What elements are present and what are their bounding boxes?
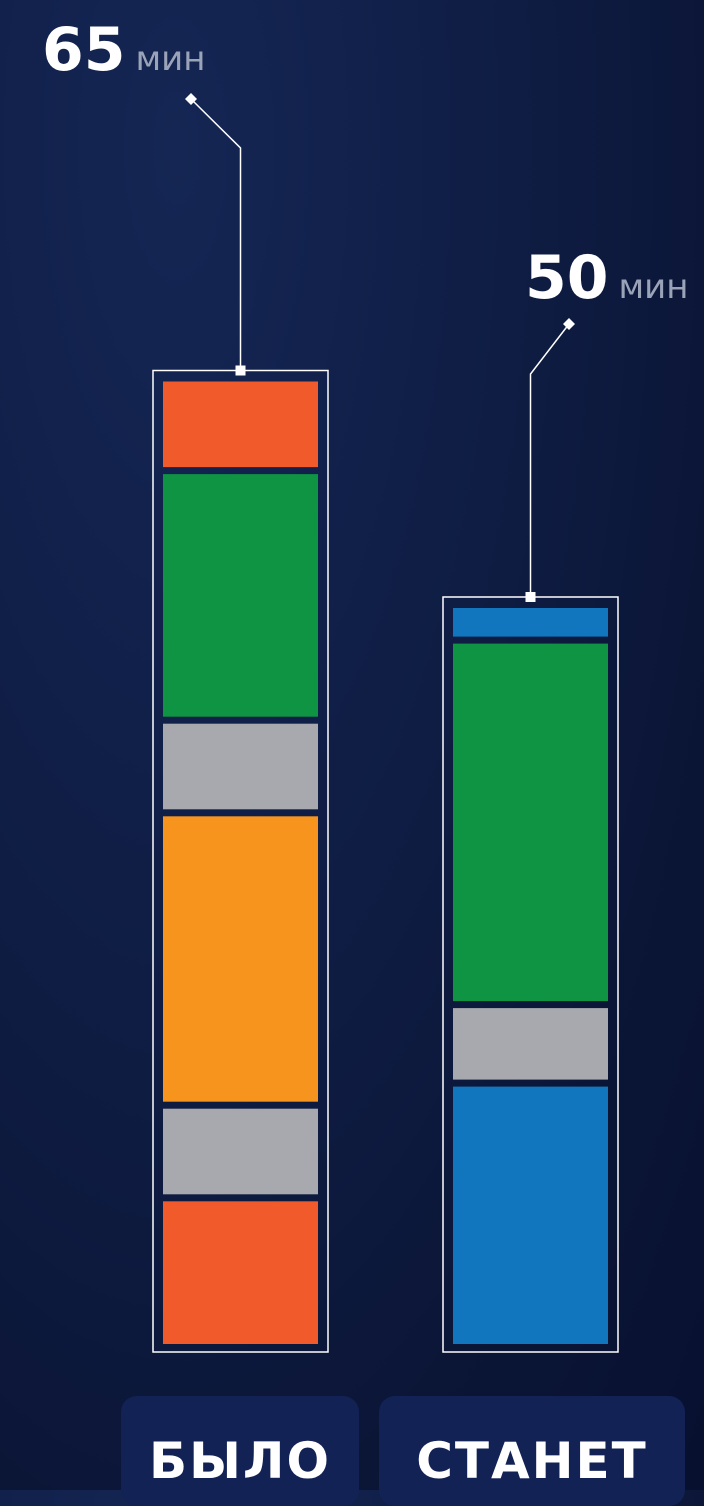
bar-1-segment-1 xyxy=(163,381,318,468)
bar-2-total-value: 50 xyxy=(525,243,609,313)
bar-1-leader-diamond xyxy=(185,93,197,105)
bar-2-segment-2 xyxy=(453,643,608,1002)
bar-1-segment-4 xyxy=(163,816,318,1102)
bar-1-unit: мин xyxy=(136,39,206,79)
bar-2-leader-line xyxy=(529,323,570,597)
bar-2-leader-diamond xyxy=(563,318,575,330)
bar-1-segment-3 xyxy=(163,723,318,810)
bar-1-segment-2 xyxy=(163,474,318,717)
bar-1-total-value: 65 xyxy=(42,15,126,85)
bar-1-leader-line xyxy=(190,98,242,371)
bar-1-segment-6 xyxy=(163,1201,318,1344)
bar-1-segment-5 xyxy=(163,1108,318,1195)
tab-stanet-label: СТАНЕТ xyxy=(416,1432,648,1490)
bar-2-segment-1 xyxy=(453,608,608,637)
bar-2-segment-3 xyxy=(453,1008,608,1080)
bar-2-total-label: 50 мин xyxy=(525,243,688,313)
bar-2-unit: мин xyxy=(619,267,689,307)
tab-stanet[interactable]: СТАНЕТ xyxy=(379,1396,685,1506)
bar-1-total-label: 65 мин xyxy=(42,15,205,85)
bar-2-segment-4 xyxy=(453,1086,608,1344)
tab-bylo[interactable]: БЫЛО xyxy=(121,1396,359,1506)
tab-bylo-label: БЫЛО xyxy=(149,1432,331,1490)
